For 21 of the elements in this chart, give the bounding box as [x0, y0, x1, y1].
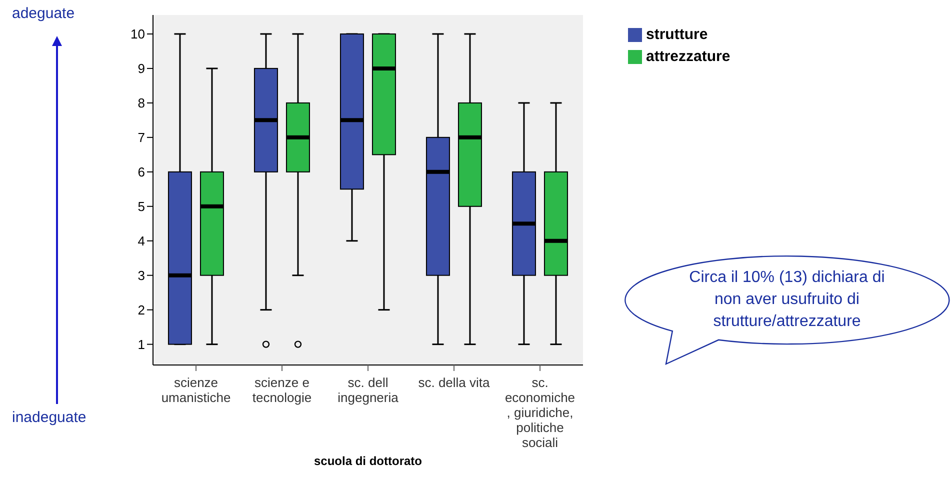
text: adeguate: [12, 5, 75, 22]
y-tick-label: 6: [138, 164, 145, 180]
y-tick-label: 3: [138, 268, 145, 283]
y-tick-label: 10: [130, 26, 145, 42]
legend-label: attrezzature: [646, 48, 730, 65]
x-axis-title: scuola di dottorato: [314, 454, 422, 468]
text: Circa il 10% (13) dichiara di non aver usufruito di strutture/attrezzature: [688, 268, 886, 332]
x-tick-label: sc. economiche , giuridiche, politiche sociali: [504, 375, 576, 450]
y-tick-label: 1: [138, 336, 145, 352]
y-tick-label: 2: [138, 302, 145, 318]
x-tick-label: sc. della vita: [418, 375, 491, 390]
legend-label: strutture: [646, 26, 708, 43]
y-tick-label: 9: [138, 61, 145, 76]
x-tick-label: scienze umanistiche: [161, 375, 231, 405]
y-tick-label: 7: [138, 130, 145, 146]
text: inadeguate: [12, 409, 86, 426]
x-tick-label: sc. dell ingegneria: [338, 375, 400, 405]
y-tick-label: 8: [138, 96, 145, 111]
y-tick-label: 5: [138, 198, 145, 214]
y-tick-label: 4: [138, 233, 145, 248]
x-tick-label: scienze e tecnologie: [252, 375, 312, 405]
